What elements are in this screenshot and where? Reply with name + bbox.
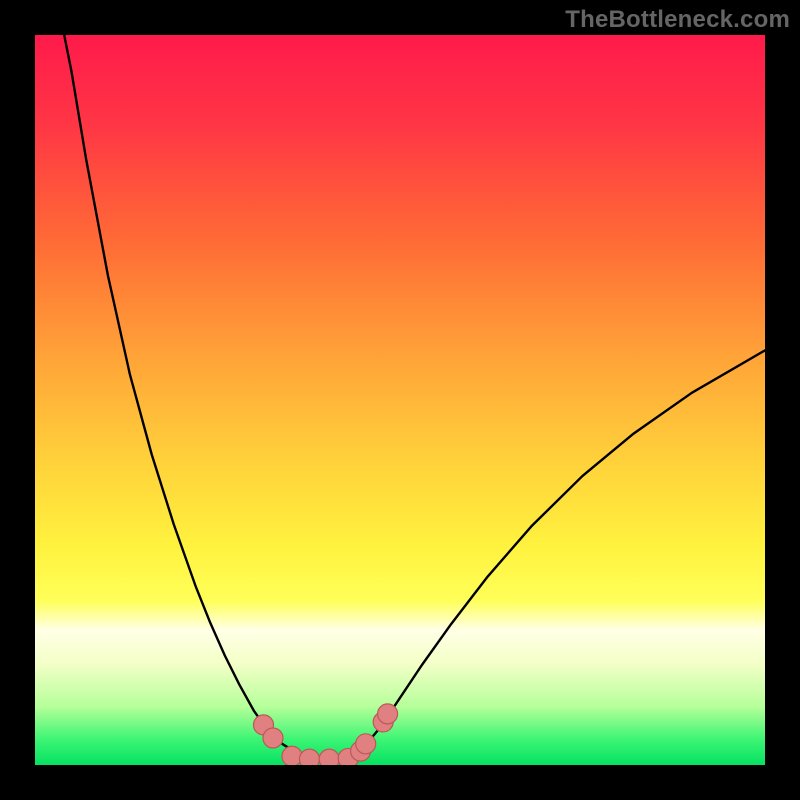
curve-marker [282, 746, 302, 766]
watermark-label: TheBottleneck.com [565, 6, 790, 34]
curve-marker [378, 704, 398, 724]
chart-svg [0, 0, 800, 800]
curve-marker [263, 728, 283, 748]
curve-marker [299, 749, 319, 769]
curve-marker [319, 749, 339, 769]
curve-marker [356, 734, 376, 754]
bottleneck-curve [64, 35, 765, 759]
